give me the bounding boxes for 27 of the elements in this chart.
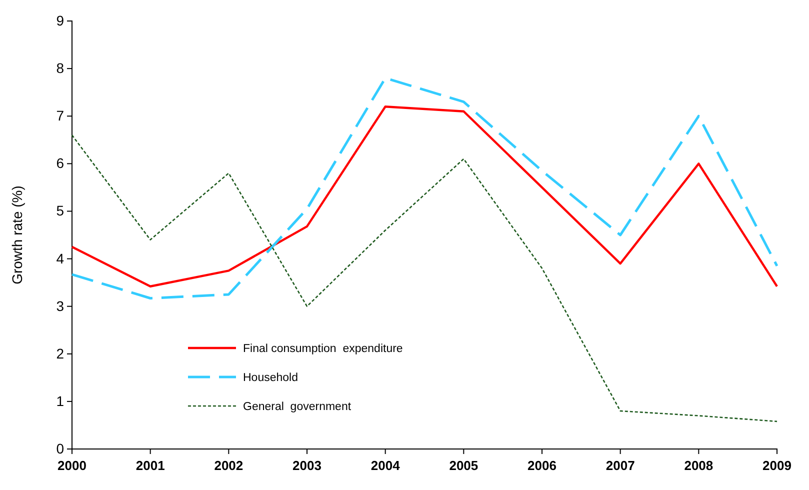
y-tick-label: 2	[56, 345, 64, 362]
legend-label: Household	[243, 372, 298, 384]
y-tick-label: 7	[56, 108, 64, 124]
y-tick-label: 8	[56, 60, 64, 76]
x-tick-label: 2005	[449, 458, 478, 473]
x-tick-label: 2007	[606, 458, 635, 473]
x-tick-label: 2006	[528, 458, 556, 473]
x-tick-label: 2004	[370, 458, 401, 473]
x-tick-label: 2009	[762, 458, 792, 473]
y-tick-label: 9	[56, 12, 64, 28]
y-tick-label: 0	[56, 440, 64, 456]
x-tick-label: 2000	[58, 458, 86, 473]
y-tick-label: 6	[56, 155, 64, 172]
line-series	[71, 134, 778, 422]
y-tick-label: 3	[56, 298, 64, 314]
y-tick-label: 1	[56, 392, 64, 409]
legend-label: General government	[243, 401, 352, 413]
x-tick-label: 2002	[214, 458, 244, 473]
x-tick-label: 2008	[684, 458, 714, 473]
line-series	[70, 76, 778, 300]
y-tick-label: 5	[56, 202, 64, 219]
x-tick-label: 2001	[136, 458, 165, 473]
x-tick-label: 2003	[292, 458, 322, 473]
legend-label: Final consumption expenditure	[243, 343, 403, 355]
line-series	[70, 106, 778, 288]
y-tick-label: 4	[56, 250, 64, 266]
y-axis-title: Growth rate (%)	[9, 186, 25, 284]
